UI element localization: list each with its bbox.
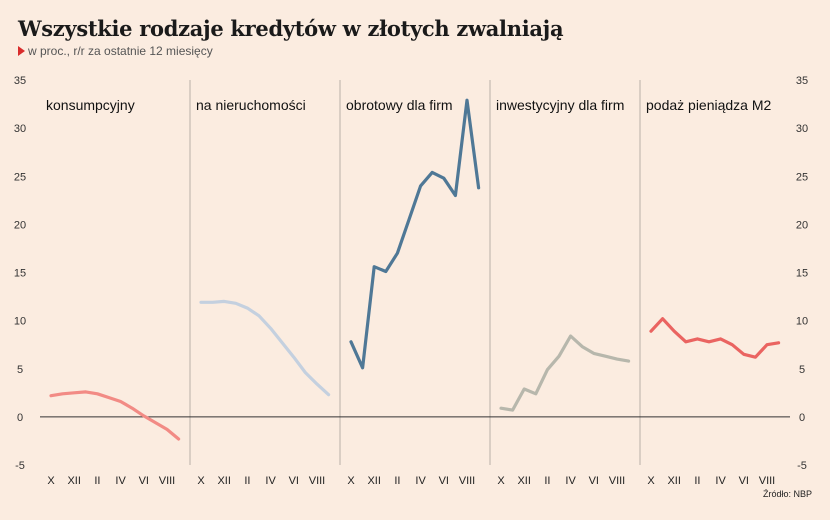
- x-tick-label: VI: [739, 475, 749, 487]
- y-tick-label-left: 15: [14, 268, 26, 280]
- y-tick-label-right: 25: [796, 171, 808, 183]
- x-tick-label: VIII: [609, 475, 626, 487]
- series-line: [199, 299, 331, 397]
- y-tick-label-left: 30: [14, 123, 26, 135]
- x-tick-label: X: [197, 475, 205, 487]
- x-tick-label: XII: [217, 475, 230, 487]
- x-tick-label: VIII: [159, 475, 176, 487]
- y-tick-label-left: 35: [14, 75, 26, 87]
- y-tick-label-left: 10: [14, 316, 26, 328]
- y-tick-label-left: 20: [14, 219, 26, 231]
- source-note: Źródło: NBP: [762, 489, 812, 499]
- series-line: [49, 390, 181, 441]
- x-tick-label: IV: [415, 475, 426, 487]
- series-line: [349, 98, 481, 370]
- x-tick-label: IV: [715, 475, 726, 487]
- x-tick-label: VI: [289, 475, 299, 487]
- x-tick-label: XII: [67, 475, 80, 487]
- panel-title: obrotowy dla firm: [346, 97, 453, 113]
- x-tick-label: II: [94, 475, 100, 487]
- y-tick-label-left: 5: [17, 364, 23, 376]
- x-tick-label: VIII: [759, 475, 776, 487]
- y-tick-label-right: 10: [796, 316, 808, 328]
- y-tick-label-right: 0: [799, 412, 805, 424]
- y-tick-label-right: 30: [796, 123, 808, 135]
- y-tick-label-right: -5: [797, 460, 807, 472]
- y-tick-label-left: -5: [15, 460, 25, 472]
- red-triangle-icon: [18, 46, 25, 56]
- panel-title: na nieruchomości: [196, 97, 306, 113]
- series-line: [649, 317, 781, 359]
- x-tick-label: II: [394, 475, 400, 487]
- x-tick-label: VIII: [459, 475, 476, 487]
- x-tick-label: IV: [565, 475, 576, 487]
- panel-title: inwestycyjny dla firm: [496, 97, 624, 113]
- y-tick-label-right: 35: [796, 75, 808, 87]
- x-tick-label: X: [647, 475, 655, 487]
- x-tick-label: II: [544, 475, 550, 487]
- y-tick-label-left: 0: [17, 412, 23, 424]
- x-tick-label: X: [47, 475, 55, 487]
- x-tick-label: IV: [265, 475, 276, 487]
- series-line: [499, 334, 631, 412]
- x-tick-label: VIII: [309, 475, 326, 487]
- x-tick-label: X: [497, 475, 505, 487]
- x-tick-label: XII: [367, 475, 380, 487]
- subtitle-text: w proc., r/r za ostatnie 12 miesięcy: [28, 44, 213, 58]
- x-tick-label: VI: [139, 475, 149, 487]
- chart-subtitle: w proc., r/r za ostatnie 12 miesięcy: [18, 44, 213, 58]
- x-tick-label: XII: [667, 475, 680, 487]
- x-tick-label: IV: [115, 475, 126, 487]
- panel-title: konsumpcyjny: [46, 97, 135, 113]
- x-tick-label: VI: [439, 475, 449, 487]
- chart-title: Wszystkie rodzaje kredytów w złotych zwa…: [18, 16, 564, 41]
- y-tick-label-right: 5: [799, 364, 805, 376]
- y-tick-label-right: 15: [796, 268, 808, 280]
- x-tick-label: II: [244, 475, 250, 487]
- panel-title: podaż pieniądza M2: [646, 97, 772, 113]
- y-tick-label-right: 20: [796, 219, 808, 231]
- x-tick-label: X: [347, 475, 355, 487]
- x-tick-label: II: [694, 475, 700, 487]
- x-tick-label: XII: [517, 475, 530, 487]
- x-tick-label: VI: [589, 475, 599, 487]
- y-tick-label-left: 25: [14, 171, 26, 183]
